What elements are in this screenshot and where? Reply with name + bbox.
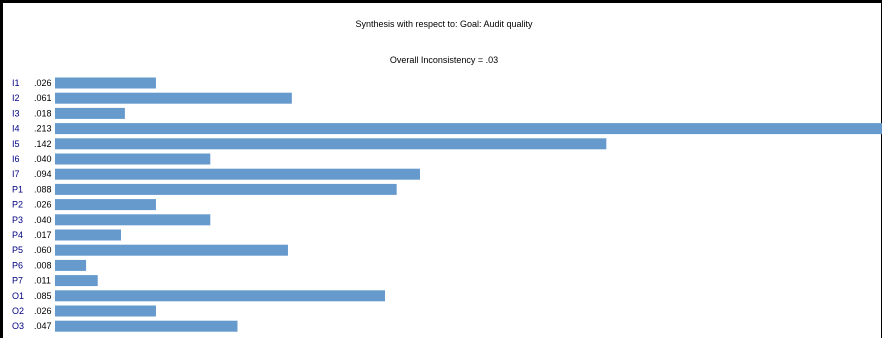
category-label: P4 (12, 230, 23, 240)
category-label: I3 (12, 108, 20, 118)
bar-i6 (55, 153, 211, 165)
category-label: P6 (12, 260, 23, 270)
category-label: I7 (12, 169, 20, 179)
bar-o2 (55, 305, 156, 317)
value-label: .213 (34, 124, 52, 134)
value-label: .017 (34, 230, 52, 240)
value-label: .047 (34, 321, 52, 331)
bar-o3 (55, 320, 238, 332)
value-label: .026 (34, 306, 52, 316)
value-label: .094 (34, 169, 52, 179)
bar-p4 (55, 229, 122, 241)
value-label: .026 (34, 200, 52, 210)
value-label: .088 (34, 184, 52, 194)
value-label: .008 (34, 260, 52, 270)
category-label: O1 (12, 291, 24, 301)
category-label: P2 (12, 200, 23, 210)
value-label: .018 (34, 108, 52, 118)
value-label: .060 (34, 245, 52, 255)
value-label: .040 (34, 154, 52, 164)
category-label: P1 (12, 184, 23, 194)
category-label: O3 (12, 321, 24, 331)
value-label: .011 (34, 276, 51, 286)
value-label: .040 (34, 215, 52, 225)
bar-p1 (55, 183, 397, 195)
category-label: O2 (12, 306, 24, 316)
bar-p6 (55, 259, 87, 271)
bar-p5 (55, 244, 288, 256)
category-label: P7 (12, 276, 23, 286)
bar-i2 (55, 92, 292, 104)
bar-p7 (55, 275, 98, 287)
value-label: .026 (34, 78, 52, 88)
bar-i7 (55, 168, 420, 180)
value-label: .061 (34, 93, 52, 103)
category-label: P5 (12, 245, 23, 255)
bar-i1 (55, 77, 156, 89)
bar-p3 (55, 214, 211, 226)
chart-title: Synthesis with respect to: Goal: Audit q… (355, 19, 533, 29)
category-label: I6 (12, 154, 20, 164)
category-label: I2 (12, 93, 20, 103)
bar-i3 (55, 107, 125, 119)
bar-p2 (55, 199, 156, 211)
value-label: .142 (34, 139, 52, 149)
category-label: P3 (12, 215, 23, 225)
category-label: I4 (12, 124, 20, 134)
overall-inconsistency: Overall Inconsistency = .03 (389, 55, 499, 65)
bar-i5 (55, 138, 607, 150)
bar-i4 (55, 123, 882, 135)
value-label: .085 (34, 291, 52, 301)
category-label: I5 (12, 139, 20, 149)
bar-o1 (55, 290, 386, 302)
category-label: I1 (12, 78, 20, 88)
